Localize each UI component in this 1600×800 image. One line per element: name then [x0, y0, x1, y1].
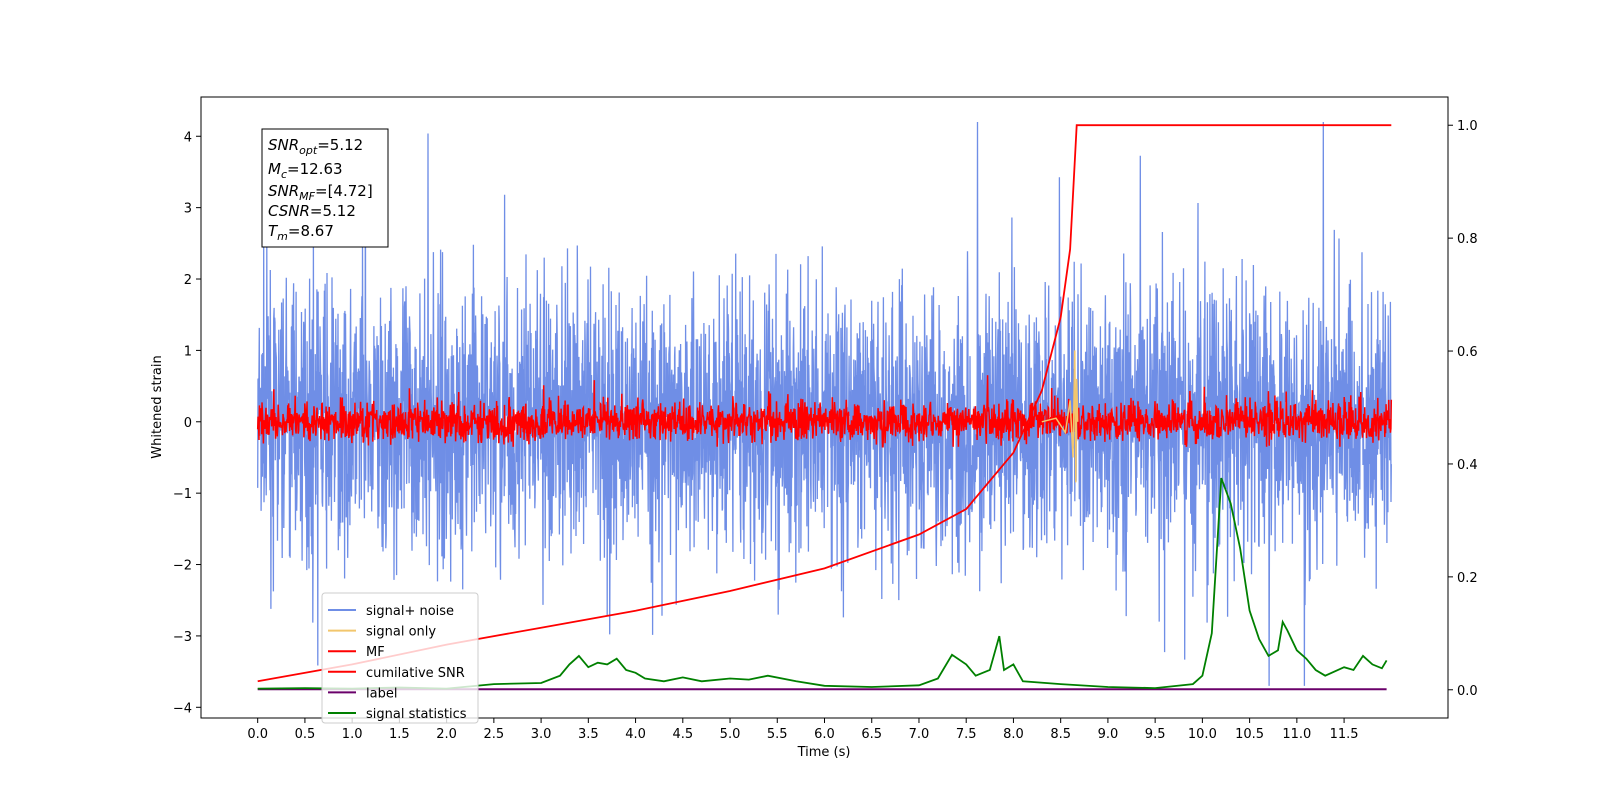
- x-tick-label: 10.0: [1188, 727, 1217, 742]
- x-tick-label: 10.5: [1235, 727, 1264, 742]
- x-tick-label: 4.5: [672, 727, 693, 742]
- x-tick-label: 4.0: [625, 727, 646, 742]
- y-tick-label: 1: [184, 344, 192, 359]
- annotation-snr-mf: SNRMF=[4.72]: [268, 182, 373, 203]
- series-signal-only-line: [1041, 350, 1079, 483]
- legend-label: signal statistics: [366, 707, 467, 722]
- y-tick-label: −2: [173, 559, 192, 574]
- series-mf-line: [256, 375, 1393, 448]
- x-tick-label: 2.5: [484, 727, 505, 742]
- series-signal-statistics-line: [257, 477, 1388, 690]
- x-tick-label: 8.5: [1050, 727, 1071, 742]
- annotation-snr-opt: SNRopt=5.12: [268, 136, 363, 157]
- legend-label: cumilative SNR: [366, 666, 465, 681]
- annotation-csnr: CSNR=5.12: [268, 202, 356, 220]
- legend-label: MF: [366, 645, 385, 660]
- x-tick-label: 0.5: [295, 727, 316, 742]
- series-signal-noise-line: [257, 121, 1392, 686]
- annotation-tm: Tm=8.67: [268, 222, 334, 243]
- x-axis: 0.0 0.5 1.0 1.5 2.0 2.5 3.0 3.5 4.0 4.5 5.0 5.5 6.0 6…: [247, 718, 1359, 742]
- y-tick-label: 4: [184, 130, 192, 145]
- legend-label: signal only: [366, 625, 436, 640]
- y-axis-right: 1.0 0.8 0.6 0.4 0.2 0.0: [1448, 119, 1478, 699]
- x-axis-label: Time (s): [797, 745, 851, 760]
- x-tick-label: 5.5: [767, 727, 788, 742]
- x-tick-label: 9.0: [1098, 727, 1119, 742]
- y2-tick-label: 1.0: [1457, 119, 1478, 134]
- y2-tick-label: 0.8: [1457, 232, 1478, 247]
- y-axis-left: 4 3 2 1 0 −1 −2 −3 −4: [173, 130, 201, 716]
- y-tick-label: −3: [173, 630, 192, 645]
- annotation-mc: Mc=12.63: [268, 160, 343, 181]
- legend-label: label: [366, 686, 397, 701]
- legend: signal+ noise signal only MF cumilative SNR…: [321, 592, 479, 724]
- x-tick-label: 11.5: [1330, 727, 1359, 742]
- legend-label: signal+ noise: [366, 604, 454, 619]
- x-tick-label: 7.5: [956, 727, 977, 742]
- y2-tick-label: 0.6: [1457, 345, 1478, 360]
- x-tick-label: 11.0: [1282, 727, 1311, 742]
- x-tick-label: 2.0: [436, 727, 457, 742]
- y2-tick-label: 0.0: [1457, 684, 1478, 699]
- x-tick-label: 6.0: [814, 727, 835, 742]
- y-tick-label: −1: [173, 487, 192, 502]
- x-tick-label: 5.0: [720, 727, 741, 742]
- y-tick-label: 3: [184, 202, 192, 217]
- annotation-box: SNRopt=5.12 Mc=12.63 SNRMF=[4.72] CSNR=5…: [261, 128, 389, 248]
- x-tick-label: 7.0: [909, 727, 930, 742]
- y-axis-label: Whitened strain: [150, 355, 165, 458]
- x-tick-label: 9.5: [1145, 727, 1166, 742]
- y-tick-label: −4: [173, 701, 192, 716]
- y-tick-label: 0: [184, 416, 192, 431]
- x-tick-label: 6.5: [861, 727, 882, 742]
- x-tick-label: 0.0: [247, 727, 268, 742]
- x-tick-label: 1.0: [342, 727, 363, 742]
- y2-tick-label: 0.2: [1457, 571, 1478, 586]
- x-tick-label: 8.0: [1003, 727, 1024, 742]
- y-tick-label: 2: [184, 273, 192, 288]
- x-tick-label: 1.5: [389, 727, 410, 742]
- x-tick-label: 3.5: [578, 727, 599, 742]
- x-tick-label: 3.0: [531, 727, 552, 742]
- y2-tick-label: 0.4: [1457, 458, 1478, 473]
